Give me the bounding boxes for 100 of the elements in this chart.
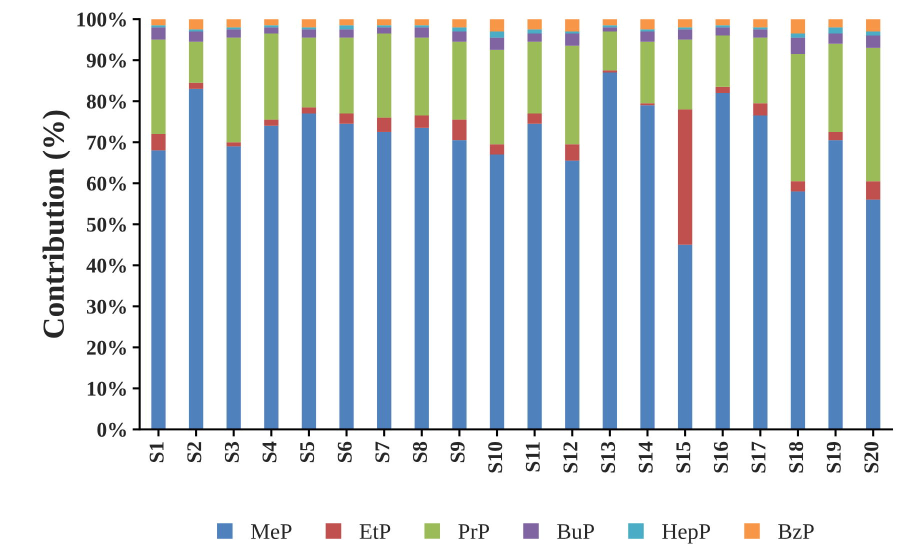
legend-label: BuP	[557, 524, 594, 540]
bar	[790, 54, 806, 182]
bar	[753, 116, 768, 430]
bar	[188, 88, 204, 430]
bar	[151, 40, 166, 134]
bar	[264, 34, 278, 120]
bar	[790, 191, 806, 430]
bar	[339, 29, 354, 38]
bar	[753, 29, 768, 38]
bar	[264, 126, 278, 430]
y-tick-label: 30%	[86, 300, 126, 314]
bar	[414, 19, 429, 26]
bar	[640, 31, 655, 42]
bar	[377, 19, 392, 26]
x-tick-label: S6	[338, 442, 352, 462]
x-tick-label: S2	[187, 442, 202, 462]
bar	[527, 34, 542, 42]
bar	[377, 132, 392, 430]
bar	[716, 86, 730, 93]
y-tick-label: 40%	[86, 258, 126, 273]
bar	[565, 144, 580, 161]
bar	[790, 19, 806, 34]
x-tick-label: S7	[375, 442, 390, 462]
bar	[339, 124, 354, 430]
x-tick-label: S16	[714, 442, 728, 473]
x-tick-label: S14	[638, 442, 653, 473]
y-tick-label: 60%	[86, 176, 126, 191]
legend-label: HepP	[662, 524, 710, 544]
bar	[452, 140, 467, 430]
bar	[339, 25, 354, 30]
x-tick-label: S11	[526, 442, 540, 472]
x-tick-label: S20	[864, 442, 878, 473]
bar	[302, 29, 316, 38]
bar	[640, 42, 655, 104]
bar	[414, 38, 429, 116]
bar	[828, 44, 843, 132]
bar	[302, 38, 316, 108]
y-tick-label: 20%	[87, 340, 126, 355]
bar	[753, 19, 768, 28]
bar	[188, 82, 204, 89]
x-tick-label: S1	[150, 442, 164, 462]
x-tick-label: S4	[262, 442, 277, 462]
bar	[716, 27, 730, 36]
legend-label: PrP	[458, 524, 490, 539]
bar	[753, 38, 768, 104]
bar	[678, 19, 692, 28]
bar	[828, 34, 843, 44]
x-tick-label: S18	[789, 442, 804, 473]
bar	[602, 31, 618, 70]
bar	[828, 132, 843, 140]
x-tick-label: S15	[676, 442, 690, 473]
bar	[490, 38, 504, 50]
bar	[151, 19, 166, 26]
legend-label: MeP	[251, 524, 292, 540]
bar	[527, 114, 542, 124]
bar	[490, 31, 504, 38]
bar	[828, 27, 843, 34]
y-axis-title: Contribution (%)	[42, 110, 70, 338]
bar	[565, 46, 580, 144]
bar	[565, 19, 580, 32]
bar	[264, 19, 278, 26]
bar	[226, 146, 241, 430]
x-tick-label: S3	[224, 442, 239, 462]
bar	[188, 31, 204, 42]
bar	[264, 27, 278, 34]
y-tick-label: 90%	[86, 54, 126, 68]
bar	[866, 19, 880, 32]
bar	[828, 19, 843, 28]
bar	[527, 124, 542, 430]
bar	[377, 34, 392, 118]
bar	[188, 42, 204, 83]
bar	[490, 154, 504, 430]
bar	[226, 29, 241, 38]
bar	[452, 42, 467, 120]
bar	[602, 27, 618, 32]
bar	[414, 27, 429, 38]
bar	[226, 142, 241, 146]
x-tick-label: S12	[563, 442, 578, 473]
bar	[264, 120, 278, 126]
bar	[339, 19, 354, 26]
bar	[377, 27, 392, 34]
bar	[302, 19, 316, 28]
bar	[452, 27, 467, 32]
bar	[678, 244, 692, 430]
bar	[790, 181, 806, 192]
bar	[226, 19, 241, 28]
bar	[866, 200, 880, 430]
x-tick-label: S8	[412, 442, 427, 462]
bar	[527, 29, 542, 34]
bar	[716, 19, 730, 26]
bar	[678, 109, 692, 245]
y-tick-label: 70%	[87, 136, 126, 150]
bar	[527, 19, 542, 30]
legend-label: BzP	[778, 524, 814, 539]
bar	[414, 128, 429, 430]
bar	[452, 31, 467, 42]
bar	[377, 118, 392, 132]
bar	[302, 114, 316, 430]
bar	[226, 38, 241, 142]
bar	[866, 48, 880, 182]
